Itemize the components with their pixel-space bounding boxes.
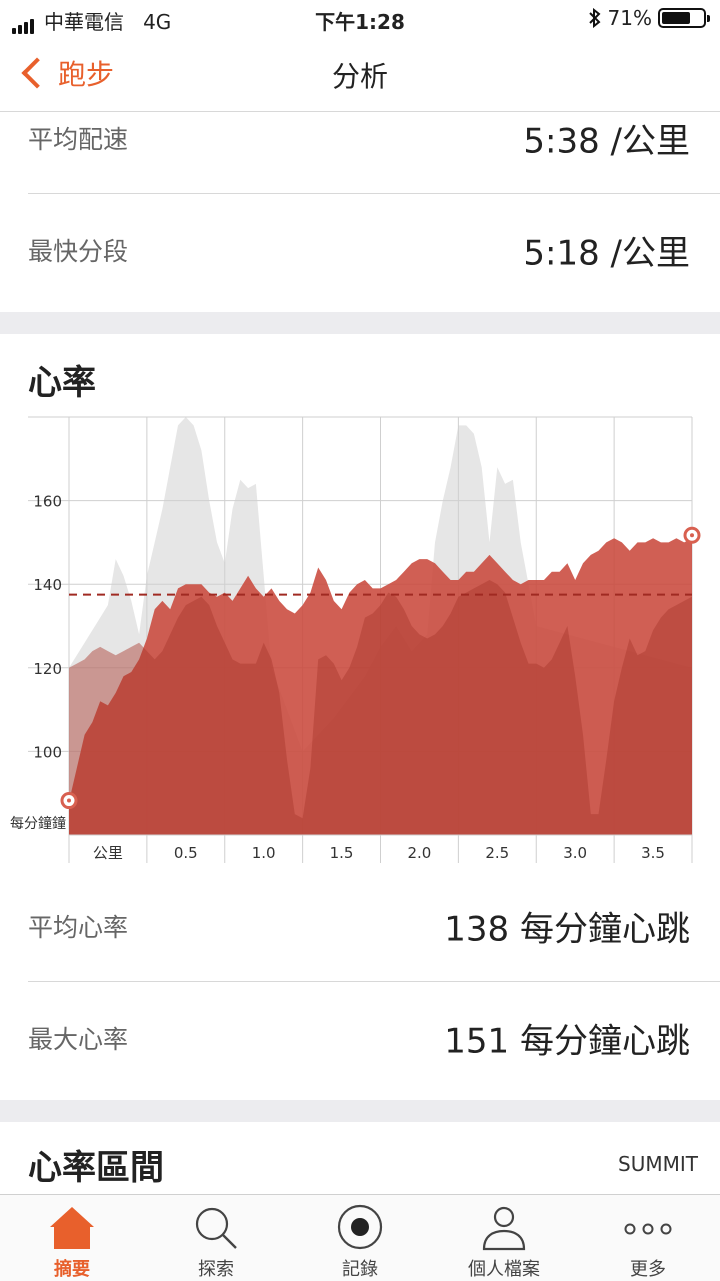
stat-row-average-pace: 平均配速 5:38 /公里 [28,82,690,194]
bluetooth-icon [588,8,601,28]
summit-badge: SUMMIT [618,1152,698,1176]
stat-label: 平均配速 [28,125,129,154]
stat-value: 5:18 /公里 [523,233,690,274]
heart-rate-chart-svg: 100 120 140 160 公里 0.5 1.0 1.5 2.0 2.5 3.0 3.5 每分鐘鐘 [10,416,701,863]
divider [28,193,720,194]
x-tick-label: 1.5 [330,844,354,862]
clock: 下午1:28 [315,10,405,34]
section-separator [0,1100,720,1122]
stat-row-fastest-split: 最快分段 5:18 /公里 [28,194,690,306]
tab-label: 更多 [630,1259,666,1280]
page-title: 分析 [331,60,388,93]
tab-label: 摘要 [54,1259,90,1280]
status-bar: 中華電信 4G 下午1:28 71% [0,0,720,36]
y-tick-label: 140 [33,576,62,594]
stat-label: 最大心率 [28,1025,129,1054]
tab-more[interactable]: 更多 [576,1195,720,1281]
stat-label: 最快分段 [28,237,129,266]
tab-profile[interactable]: 個人檔案 [432,1195,576,1281]
battery-percent: 71% [607,6,652,30]
home-icon [50,1207,94,1249]
more-icon [624,1223,672,1235]
divider [28,981,720,982]
x-tick-label: 2.0 [408,844,432,862]
x-axis-unit-label: 公里 [93,844,123,862]
tab-bar: 摘要 探索 記錄 個人檔案 更多 [0,1194,720,1281]
heart-rate-title: 心率 [28,363,96,403]
start-marker-dot [67,798,71,803]
tab-label: 記錄 [342,1259,378,1280]
x-tick-label: 0.5 [174,844,198,862]
tab-record[interactable]: 記錄 [288,1195,432,1281]
navigation-bar: 跑步 分析 [0,36,720,112]
battery-icon [658,8,710,28]
profile-icon [482,1206,526,1251]
carrier-label: 中華電信 4G [44,10,172,34]
stat-row-average-heart-rate: 平均心率 138 每分鐘心跳 [28,870,690,982]
tab-summary[interactable]: 摘要 [0,1195,144,1281]
section-separator [0,312,720,334]
y-tick-label: 100 [33,743,62,761]
signal-icon [12,10,36,34]
x-tick-label: 1.0 [252,844,276,862]
series-heart-rate-area [69,538,692,835]
search-icon [195,1207,237,1249]
tab-label: 探索 [198,1259,234,1280]
heart-rate-chart[interactable]: 100 120 140 160 公里 0.5 1.0 1.5 2.0 2.5 3.0 3.5 每分鐘鐘 [0,410,720,870]
tab-label: 個人檔案 [468,1259,540,1280]
heart-rate-zones-title: 心率區間 [28,1148,164,1188]
record-icon [337,1204,383,1250]
pace-axis-label: 每分鐘鐘 [10,815,66,832]
x-tick-label: 3.0 [563,844,587,862]
y-tick-label: 120 [33,660,62,678]
stat-row-max-heart-rate: 最大心率 151 每分鐘心跳 [28,982,690,1094]
tab-explore[interactable]: 探索 [144,1195,288,1281]
end-marker-dot [690,533,694,538]
network-label: 4G [143,10,172,34]
back-button[interactable]: 跑步 [20,53,114,93]
stat-value: 151 每分鐘心跳 [444,1021,690,1062]
series-pace-area [69,580,692,835]
stat-value: 5:38 /公里 [523,121,690,162]
stat-value: 138 每分鐘心跳 [444,909,690,950]
x-tick-label: 3.5 [641,844,665,862]
y-tick-label: 160 [33,493,62,511]
x-tick-label: 2.5 [485,844,509,862]
stat-label: 平均心率 [28,913,129,942]
back-label: 跑步 [58,58,115,91]
